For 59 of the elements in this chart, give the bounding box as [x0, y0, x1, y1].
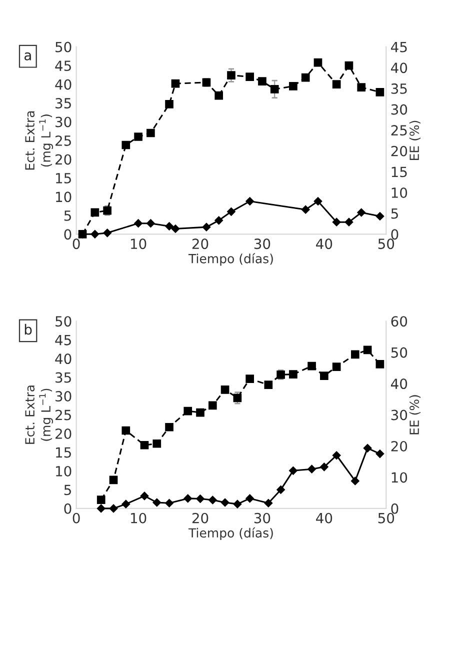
y-tick-label: 50	[56, 316, 72, 327]
y2-tick-label: 35	[391, 83, 407, 94]
y-tick-label: 50	[56, 42, 72, 52]
x-tick-label: 30	[254, 512, 270, 524]
y-tick-label: 25	[56, 410, 71, 420]
y2-tick-label: 40	[390, 62, 408, 74]
y2-tick-label: 5	[391, 208, 398, 219]
x-axis-title: Tiempo (días)	[188, 527, 273, 540]
y2-tick-label: 10	[392, 187, 408, 198]
y-tick-label: 15	[56, 447, 71, 458]
x-tick-label: 20	[192, 512, 208, 524]
y-tick-label: 35	[56, 98, 71, 108]
x-tick-label: 50	[378, 238, 394, 250]
y2-tick-label: 30	[391, 104, 408, 115]
x-tick-label: 50	[378, 512, 394, 524]
x-tick-label: 40	[316, 512, 332, 524]
y-tick-label: 10	[56, 192, 72, 202]
y-tick-label: 30	[56, 391, 72, 402]
y2-tick-label: 40	[390, 378, 408, 390]
y2-tick-label: 60	[391, 316, 408, 327]
y-tick-label: 35	[56, 372, 71, 383]
y2-axis-title: EE (%)	[409, 395, 421, 434]
y2-axis-title: EE (%)	[409, 120, 421, 160]
y-tick-label: 10	[56, 466, 72, 476]
y-tick-label: 20	[56, 154, 72, 165]
x-tick-label: 20	[192, 238, 208, 250]
text: b	[24, 324, 32, 335]
y-tick-label: 25	[56, 135, 71, 146]
x-tick-label: 40	[316, 238, 332, 250]
y2-tick-label: 0	[391, 503, 398, 514]
x-tick-label: 30	[254, 238, 270, 250]
y2-tick-label: 25	[391, 125, 407, 136]
text: a	[24, 52, 31, 60]
y2-tick-label: 20	[391, 440, 408, 452]
y2-tick-label: 10	[392, 472, 408, 483]
y-tick-label: 45	[55, 60, 71, 72]
y2-tick-label: 0	[391, 229, 398, 240]
y-tick-label: 30	[56, 116, 72, 128]
y2-tick-label: 50	[391, 347, 408, 358]
y-tick-label: 40	[55, 79, 72, 90]
y-tick-label: 40	[55, 354, 72, 364]
x-tick-label: 10	[130, 238, 146, 250]
y-axis-title: Ect. Extra (mg L$^{−1}$)	[25, 386, 53, 444]
x-axis-title: Tiempo (días)	[188, 253, 273, 266]
y-tick-label: 20	[56, 428, 72, 439]
y-tick-label: 45	[55, 335, 71, 346]
y-tick-label: 0	[64, 503, 72, 514]
x-tick-label: 0	[72, 512, 80, 524]
y-tick-label: 15	[56, 173, 71, 184]
y2-tick-label: 30	[391, 410, 408, 420]
x-tick-label: 0	[72, 238, 80, 250]
y-axis-title: Ect. Extra (mg L$^{−1}$)	[25, 111, 53, 170]
x-tick-label: 10	[130, 512, 146, 524]
y-tick-label: 0	[64, 229, 72, 240]
y2-tick-label: 45	[390, 42, 407, 52]
y-tick-label: 5	[64, 484, 71, 496]
y-tick-label: 5	[64, 210, 71, 221]
y2-tick-label: 20	[391, 146, 408, 156]
y2-tick-label: 15	[392, 166, 407, 178]
